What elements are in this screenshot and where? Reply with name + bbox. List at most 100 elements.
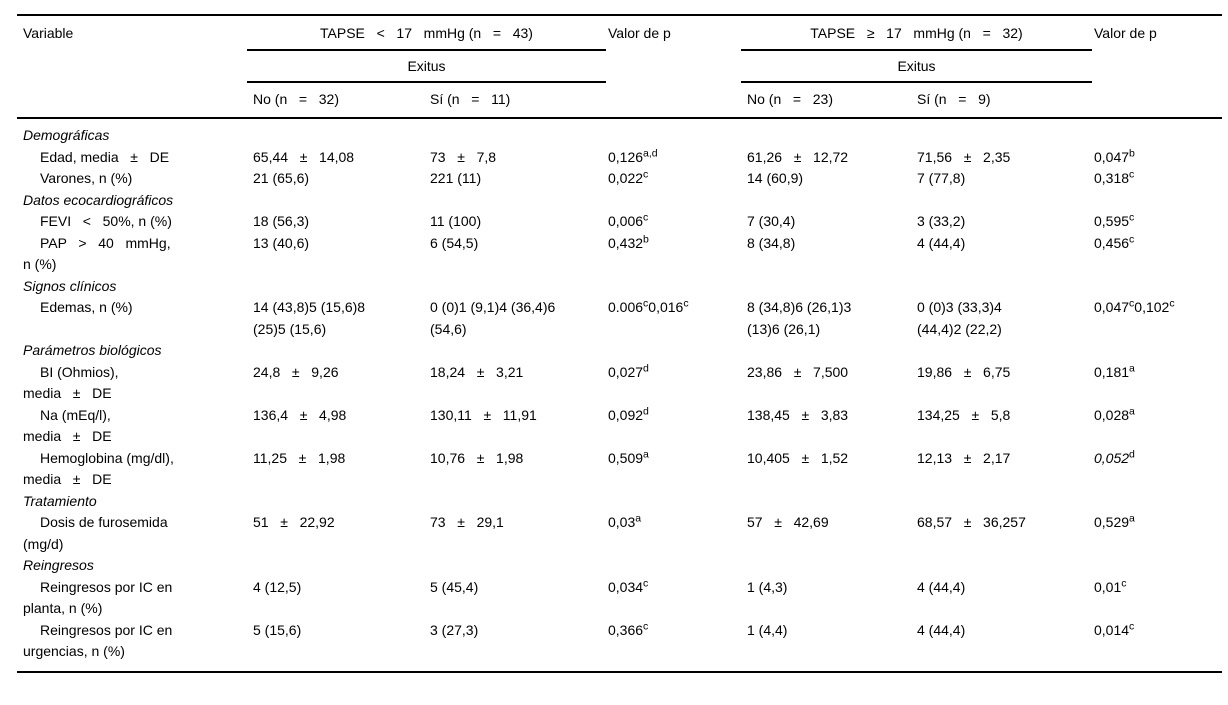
column-header-p-value-2: Valor de p — [1094, 25, 1157, 41]
header-row-subcolumns: No (n = 32) Sí (n = 11) No (n = 23) Sí (… — [17, 82, 1222, 118]
value-no-group1: 5 (15,6) — [253, 621, 302, 638]
exitus-header-group2: Exitus — [741, 50, 1092, 83]
value-no-group2: 1 (4,3) — [747, 578, 788, 595]
p-value-group1: 0,432b — [608, 232, 649, 251]
header-row-groups: Variable TAPSE < 17 mmHg (n = 43) Valor … — [17, 15, 1222, 51]
variable-cell: FEVI < 50%, n (%) — [40, 213, 172, 229]
section-row: Datos ecocardiográficos — [17, 190, 1222, 212]
p-value-group2: 0,047c0,102c — [1094, 297, 1175, 315]
value-no-group2: 8 (34,8)6 (26,1)3 (13)6 (26,1) — [747, 299, 852, 337]
data-row: PAP > 40 mmHg, n (%) 13 (40,6) 6 (54,5) 0,43… — [17, 233, 1222, 276]
value-si-group2: 19,86 ± 6,75 — [917, 363, 1011, 380]
value-si-group2: 12,13 ± 2,17 — [917, 449, 1011, 466]
section-row: Parámetros biológicos — [17, 340, 1222, 362]
column-header-p-value-1: Valor de p — [608, 25, 671, 41]
comparison-table: Variable TAPSE < 17 mmHg (n = 43) Valor … — [17, 14, 1222, 673]
value-si-group2: 71,56 ± 2,35 — [917, 148, 1011, 165]
value-no-group1: 21 (65,6) — [253, 170, 310, 186]
header-row-exitus: Exitus Exitus — [17, 50, 1222, 83]
variable-cell: Dosis de furosemida (mg/d) — [23, 514, 168, 552]
p-value-group1: 0.006c0,016c — [608, 297, 689, 315]
p-value-group1: 0,03a — [608, 512, 642, 530]
column-header-no-group2: No (n = 23) — [747, 91, 833, 107]
variable-cell: Na (mEq/l), media ± DE — [23, 406, 112, 445]
variable-cell: PAP > 40 mmHg, n (%) — [23, 234, 171, 273]
p-value-group2: 0,595c — [1094, 211, 1135, 229]
data-row: Reingresos por IC en urgencias, n (%) 5 (1… — [17, 620, 1222, 672]
p-value-group2: 0,052d — [1094, 447, 1135, 466]
p-value-group2: 0,014c — [1094, 619, 1135, 638]
p-value-group1: 0,126a,d — [608, 146, 658, 165]
value-si-group2: 0 (0)3 (33,3)4 (44,4)2 (22,2) — [917, 299, 1002, 337]
value-no-group2: 57 ± 42,69 — [747, 514, 829, 530]
value-si-group1: 5 (45,4) — [430, 578, 479, 595]
exitus-header-group1: Exitus — [247, 50, 606, 83]
variable-cell: Reingresos por IC en urgencias, n (%) — [23, 621, 173, 660]
group-header-tapse-ge-17: TAPSE ≥ 17 mmHg (n = 32) — [741, 15, 1092, 51]
column-header-si-group1: Sí (n = 11) — [430, 91, 511, 107]
p-value-group2: 0,01c — [1094, 576, 1127, 595]
p-value-group1: 0,006c — [608, 211, 649, 229]
value-no-group2: 8 (34,8) — [747, 234, 796, 251]
variable-cell: Hemoglobina (mg/dl), media ± DE — [23, 449, 174, 488]
group-header-tapse-lt-17: TAPSE < 17 mmHg (n = 43) — [247, 15, 606, 51]
value-si-group2: 134,25 ± 5,8 — [917, 406, 1011, 423]
p-value-group2: 0,529a — [1094, 512, 1135, 530]
value-no-group1: 18 (56,3) — [253, 213, 310, 229]
p-value-group1: 0,027d — [608, 361, 649, 380]
section-row: Demográficas — [17, 117, 1222, 147]
value-no-group1: 136,4 ± 4,98 — [253, 406, 347, 423]
value-no-group1: 13 (40,6) — [253, 234, 310, 251]
p-value-group1: 0,366c — [608, 619, 649, 638]
value-si-group1: 221 (11) — [430, 170, 482, 186]
value-si-group1: 73 ± 7,8 — [430, 148, 497, 165]
value-si-group2: 4 (44,4) — [917, 621, 966, 638]
value-no-group2: 23,86 ± 7,500 — [747, 363, 849, 380]
data-row: Reingresos por IC en planta, n (%) 4 (12,5… — [17, 577, 1222, 620]
table-body: Demográficas Edad, media ± DE 65,44 ± 14,0… — [17, 117, 1222, 672]
value-si-group1: 73 ± 29,1 — [430, 514, 504, 530]
value-si-group2: 7 (77,8) — [917, 170, 966, 186]
p-value-group1: 0,092d — [608, 404, 649, 423]
section-label: Signos clínicos — [23, 277, 117, 294]
section-label: Reingresos — [23, 557, 94, 573]
data-row: Edad, media ± DE 65,44 ± 14,08 73 ± 7,8 0,1… — [17, 147, 1222, 169]
section-row: Signos clínicos — [17, 276, 1222, 298]
section-row: Reingresos — [17, 555, 1222, 577]
value-no-group1: 11,25 ± 1,98 — [253, 449, 346, 466]
value-no-group2: 1 (4,4) — [747, 621, 788, 638]
value-si-group1: 18,24 ± 3,21 — [430, 363, 524, 380]
value-no-group2: 7 (30,4) — [747, 213, 796, 229]
variable-cell: Edemas, n (%) — [40, 299, 133, 315]
variable-cell: Reingresos por IC en planta, n (%) — [23, 578, 173, 617]
variable-cell: Varones, n (%) — [40, 170, 133, 186]
value-no-group2: 10,405 ± 1,52 — [747, 449, 849, 466]
p-value-group2: 0,028a — [1094, 404, 1135, 423]
section-label: Tratamiento — [23, 492, 97, 509]
column-header-variable: Variable — [23, 25, 74, 41]
data-row: Edemas, n (%) 14 (43,8)5 (15,6)8 (25)5 (15… — [17, 297, 1222, 340]
value-si-group1: 6 (54,5) — [430, 234, 479, 251]
value-no-group2: 61,26 ± 12,72 — [747, 148, 849, 165]
value-no-group1: 14 (43,8)5 (15,6)8 (25)5 (15,6) — [253, 299, 366, 337]
p-value-group2: 0,456c — [1094, 232, 1135, 251]
value-si-group2: 4 (44,4) — [917, 578, 966, 595]
value-no-group1: 4 (12,5) — [253, 578, 302, 595]
section-label: Demográficas — [17, 117, 1222, 147]
value-si-group1: 0 (0)1 (9,1)4 (36,4)6 (54,6) — [430, 299, 556, 337]
value-no-group1: 65,44 ± 14,08 — [253, 148, 355, 165]
column-header-si-group2: Sí (n = 9) — [917, 91, 991, 107]
value-si-group1: 11 (100) — [430, 213, 482, 229]
column-header-no-group1: No (n = 32) — [253, 91, 339, 107]
data-row: Dosis de furosemida (mg/d) 51 ± 22,92 73 ± … — [17, 512, 1222, 555]
section-label: Parámetros biológicos — [23, 342, 162, 358]
p-value-group1: 0,034c — [608, 576, 649, 595]
value-no-group1: 51 ± 22,92 — [253, 514, 335, 530]
value-si-group1: 3 (27,3) — [430, 621, 479, 638]
section-row: Tratamiento — [17, 491, 1222, 513]
variable-cell: Edad, media ± DE — [40, 148, 170, 165]
p-value-group1: 0,509a — [608, 447, 649, 466]
p-value-group2: 0,047b — [1094, 146, 1135, 165]
data-row: BI (Ohmios), media ± DE 24,8 ± 9,26 18,24 ±… — [17, 362, 1222, 405]
